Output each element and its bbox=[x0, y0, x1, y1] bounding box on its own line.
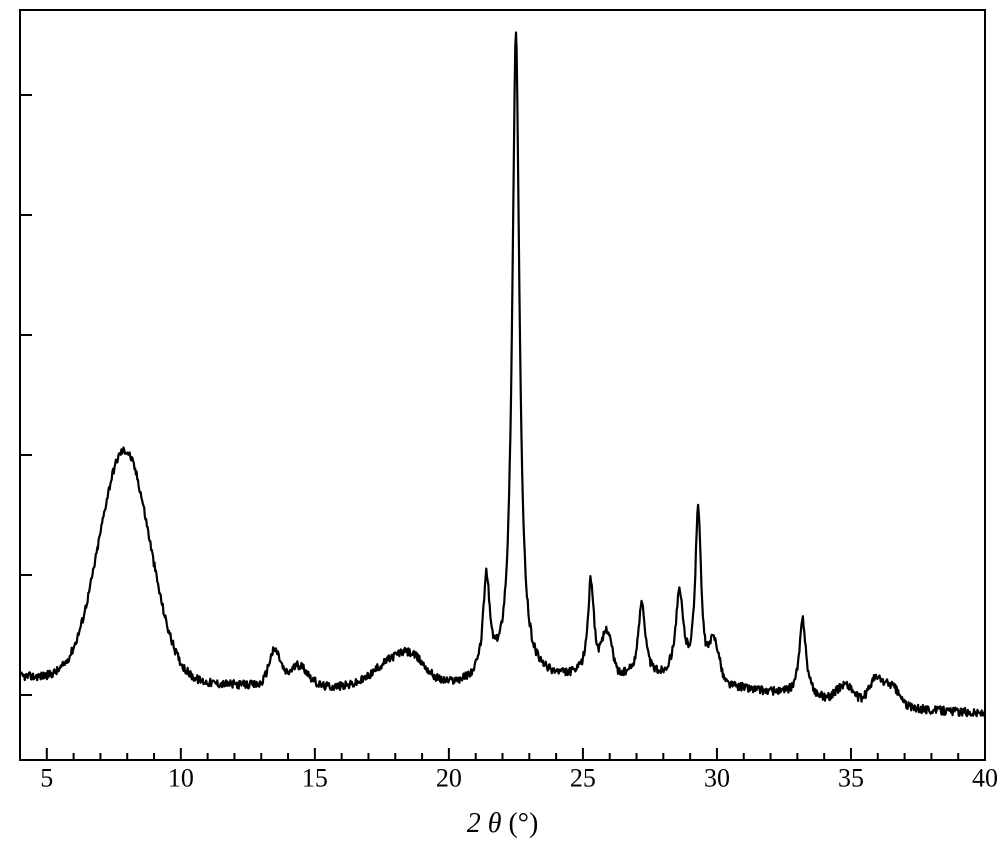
x-axis-label: 2 θ (°) bbox=[467, 808, 539, 839]
x-tick-label: 40 bbox=[972, 763, 998, 792]
x-tick-label: 25 bbox=[570, 763, 596, 792]
x-tick-label: 30 bbox=[704, 763, 730, 792]
x-tick-label: 10 bbox=[168, 763, 194, 792]
xrd-chart-svg: 5 10 15 20 25 30 35 40 2 θ (°) bbox=[0, 0, 1000, 844]
xrd-trace bbox=[20, 33, 985, 717]
x-tick-label: 5 bbox=[40, 763, 53, 792]
x-tick-label: 15 bbox=[302, 763, 328, 792]
x-tick-label: 20 bbox=[436, 763, 462, 792]
x-tick-label: 35 bbox=[838, 763, 864, 792]
chart-container: 5 10 15 20 25 30 35 40 2 θ (°) bbox=[0, 0, 1000, 844]
